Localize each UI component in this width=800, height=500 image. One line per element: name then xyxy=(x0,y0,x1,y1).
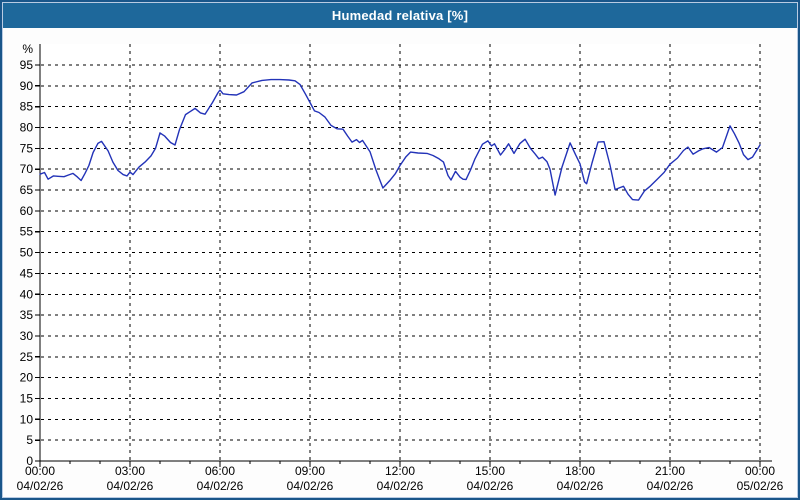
x-tick-date-label: 04/02/26 xyxy=(287,479,334,493)
humidity-chart: 0 5 10 15 20 25 30 35 40 45 50 55 60 65 70 75 80 85 90 95% 0… xyxy=(17,42,784,493)
title-bar: Humedad relativa [%] xyxy=(2,2,798,28)
humidity-line xyxy=(39,78,761,201)
y-tick-label: 0 xyxy=(26,454,33,468)
x-tick-time-label: 09:00 xyxy=(295,464,325,478)
x-tick-time-label: 15:00 xyxy=(475,464,505,478)
x-tick-time-label: 00:00 xyxy=(745,464,775,478)
x-tick-date-label: 04/02/26 xyxy=(467,479,514,493)
y-tick-label: 55 xyxy=(20,225,34,239)
y-tick-label: 40 xyxy=(20,287,34,301)
y-tick-label: 70 xyxy=(20,162,34,176)
y-tick-label: 80 xyxy=(20,121,34,135)
y-tick-label: 25 xyxy=(20,350,34,364)
x-tick-time-label: 06:00 xyxy=(205,464,235,478)
chart-title: Humedad relativa [%] xyxy=(331,7,469,23)
x-tick-date-label: 05/02/26 xyxy=(737,479,784,493)
x-tick-time-label: 18:00 xyxy=(565,464,595,478)
x-tick-time-label: 12:00 xyxy=(385,464,415,478)
y-tick-label: 95 xyxy=(20,58,34,72)
x-tick-time-label: 21:00 xyxy=(655,464,685,478)
y-tick-label: 15 xyxy=(20,391,34,405)
y-tick-label: 45 xyxy=(20,266,34,280)
y-tick-label: 60 xyxy=(20,204,34,218)
x-tick-date-label: 04/02/26 xyxy=(107,479,154,493)
x-tick-time-label: 00:00 xyxy=(25,464,55,478)
x-tick-time-label: 03:00 xyxy=(115,464,145,478)
y-tick-label: 5 xyxy=(26,433,33,447)
x-tick-date-label: 04/02/26 xyxy=(557,479,604,493)
x-tick-date-label: 04/02/26 xyxy=(17,479,64,493)
x-tick-date-label: 04/02/26 xyxy=(197,479,244,493)
y-tick-label: 35 xyxy=(20,308,34,322)
y-tick-label: 10 xyxy=(20,412,34,426)
y-axis-unit-label: % xyxy=(22,42,33,56)
y-tick-label: 85 xyxy=(20,100,34,114)
y-tick-label: 50 xyxy=(20,246,34,260)
y-tick-label: 20 xyxy=(20,371,34,385)
plot-area: 0 5 10 15 20 25 30 35 40 45 50 55 60 65 70 75 80 85 90 95% 0… xyxy=(2,28,798,498)
x-tick-date-label: 04/02/26 xyxy=(647,479,694,493)
y-tick-label: 75 xyxy=(20,141,34,155)
y-tick-label: 30 xyxy=(20,329,34,343)
y-tick-label: 90 xyxy=(20,79,34,93)
x-tick-date-label: 04/02/26 xyxy=(377,479,424,493)
y-tick-label: 65 xyxy=(20,183,34,197)
